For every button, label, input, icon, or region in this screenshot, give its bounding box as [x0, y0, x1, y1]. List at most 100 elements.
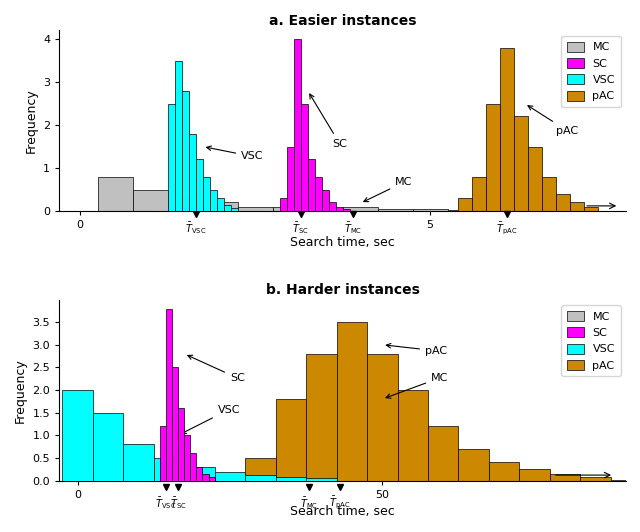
Bar [321, 479, 382, 480]
Text: $\bar{T}_{\mathrm{pAC}}$: $\bar{T}_{\mathrm{pAC}}$ [497, 221, 518, 237]
Text: $\bar{T}_{\mathrm{SC}}$: $\bar{T}_{\mathrm{SC}}$ [292, 221, 309, 236]
Bar [273, 207, 308, 211]
Bar [367, 354, 397, 480]
Text: $\bar{T}_{\mathrm{VSC}}$: $\bar{T}_{\mathrm{VSC}}$ [156, 495, 177, 511]
Bar [98, 177, 132, 211]
Text: VSC: VSC [182, 405, 240, 434]
Bar [580, 477, 611, 480]
Bar [483, 210, 518, 211]
Bar [335, 207, 342, 211]
Bar [528, 146, 542, 211]
Bar [217, 198, 224, 211]
Bar [550, 473, 580, 480]
Bar [190, 453, 196, 480]
Bar [308, 160, 315, 211]
Bar [175, 61, 182, 211]
Bar [182, 90, 189, 211]
Bar [189, 134, 196, 211]
Bar [397, 390, 428, 480]
Bar [168, 104, 175, 211]
Bar [458, 198, 472, 211]
Bar [245, 475, 276, 480]
Bar [337, 322, 367, 480]
Bar [280, 198, 287, 211]
Bar [329, 203, 335, 211]
Bar [124, 444, 154, 480]
Text: pAC: pAC [387, 344, 447, 356]
Bar [378, 209, 413, 211]
Bar [160, 426, 166, 480]
Bar [260, 478, 321, 480]
Bar [276, 399, 306, 480]
Bar [154, 458, 184, 480]
Bar [196, 467, 202, 480]
Bar [62, 390, 93, 480]
Bar [486, 104, 500, 211]
Bar [287, 146, 294, 211]
Bar [514, 117, 528, 211]
X-axis label: Search time, sec: Search time, sec [291, 236, 395, 248]
Bar [237, 207, 273, 211]
Text: MC: MC [364, 177, 413, 202]
Bar [520, 469, 550, 480]
Bar [245, 458, 276, 480]
Bar [315, 177, 322, 211]
Bar [301, 104, 308, 211]
Bar [184, 435, 190, 480]
Text: $\bar{T}_{\mathrm{MC}}$: $\bar{T}_{\mathrm{MC}}$ [300, 495, 318, 511]
Bar [184, 467, 214, 480]
Bar [276, 477, 306, 480]
Bar [230, 207, 237, 211]
Bar [172, 368, 178, 480]
Bar [196, 160, 203, 211]
Bar [306, 354, 337, 480]
Legend: MC, SC, VSC, pAC: MC, SC, VSC, pAC [561, 305, 621, 376]
Bar [168, 198, 203, 211]
Y-axis label: Frequency: Frequency [24, 88, 38, 153]
Bar [224, 205, 230, 211]
Bar [584, 207, 598, 211]
Bar [308, 209, 342, 211]
Bar [342, 207, 378, 211]
Bar [93, 413, 124, 480]
Y-axis label: Frequency: Frequency [14, 358, 27, 422]
Text: VSC: VSC [207, 146, 264, 161]
Text: $\bar{T}_{\mathrm{MC}}$: $\bar{T}_{\mathrm{MC}}$ [344, 221, 362, 236]
Bar [138, 475, 200, 480]
Bar [322, 189, 329, 211]
Bar [472, 177, 486, 211]
X-axis label: Search time, sec: Search time, sec [291, 505, 395, 518]
Bar [458, 449, 489, 480]
Bar [210, 189, 217, 211]
Text: $\bar{T}_{\mathrm{SC}}$: $\bar{T}_{\mathrm{SC}}$ [170, 495, 186, 511]
Bar [203, 203, 237, 211]
Bar [306, 478, 337, 480]
Bar [570, 203, 584, 211]
Bar [77, 473, 138, 480]
Bar [382, 479, 444, 480]
Bar [413, 209, 447, 211]
Bar [203, 177, 210, 211]
Bar [200, 477, 260, 480]
Title: b. Harder instances: b. Harder instances [266, 284, 420, 297]
Bar [209, 477, 214, 480]
Bar [542, 177, 556, 211]
Bar [294, 39, 301, 211]
Text: pAC: pAC [528, 106, 579, 136]
Legend: MC, SC, VSC, pAC: MC, SC, VSC, pAC [561, 36, 621, 107]
Bar [489, 462, 520, 480]
Title: a. Easier instances: a. Easier instances [269, 14, 417, 28]
Bar [428, 426, 458, 480]
Bar [500, 48, 514, 211]
Text: $\bar{T}_{\mathrm{pAC}}$: $\bar{T}_{\mathrm{pAC}}$ [329, 495, 350, 511]
Bar [214, 472, 245, 480]
Bar [447, 210, 483, 211]
Text: SC: SC [310, 94, 347, 148]
Bar [342, 209, 349, 211]
Text: SC: SC [188, 355, 244, 383]
Bar [178, 408, 184, 480]
Bar [132, 189, 168, 211]
Bar [202, 473, 209, 480]
Bar [556, 194, 570, 211]
Text: MC: MC [386, 373, 449, 398]
